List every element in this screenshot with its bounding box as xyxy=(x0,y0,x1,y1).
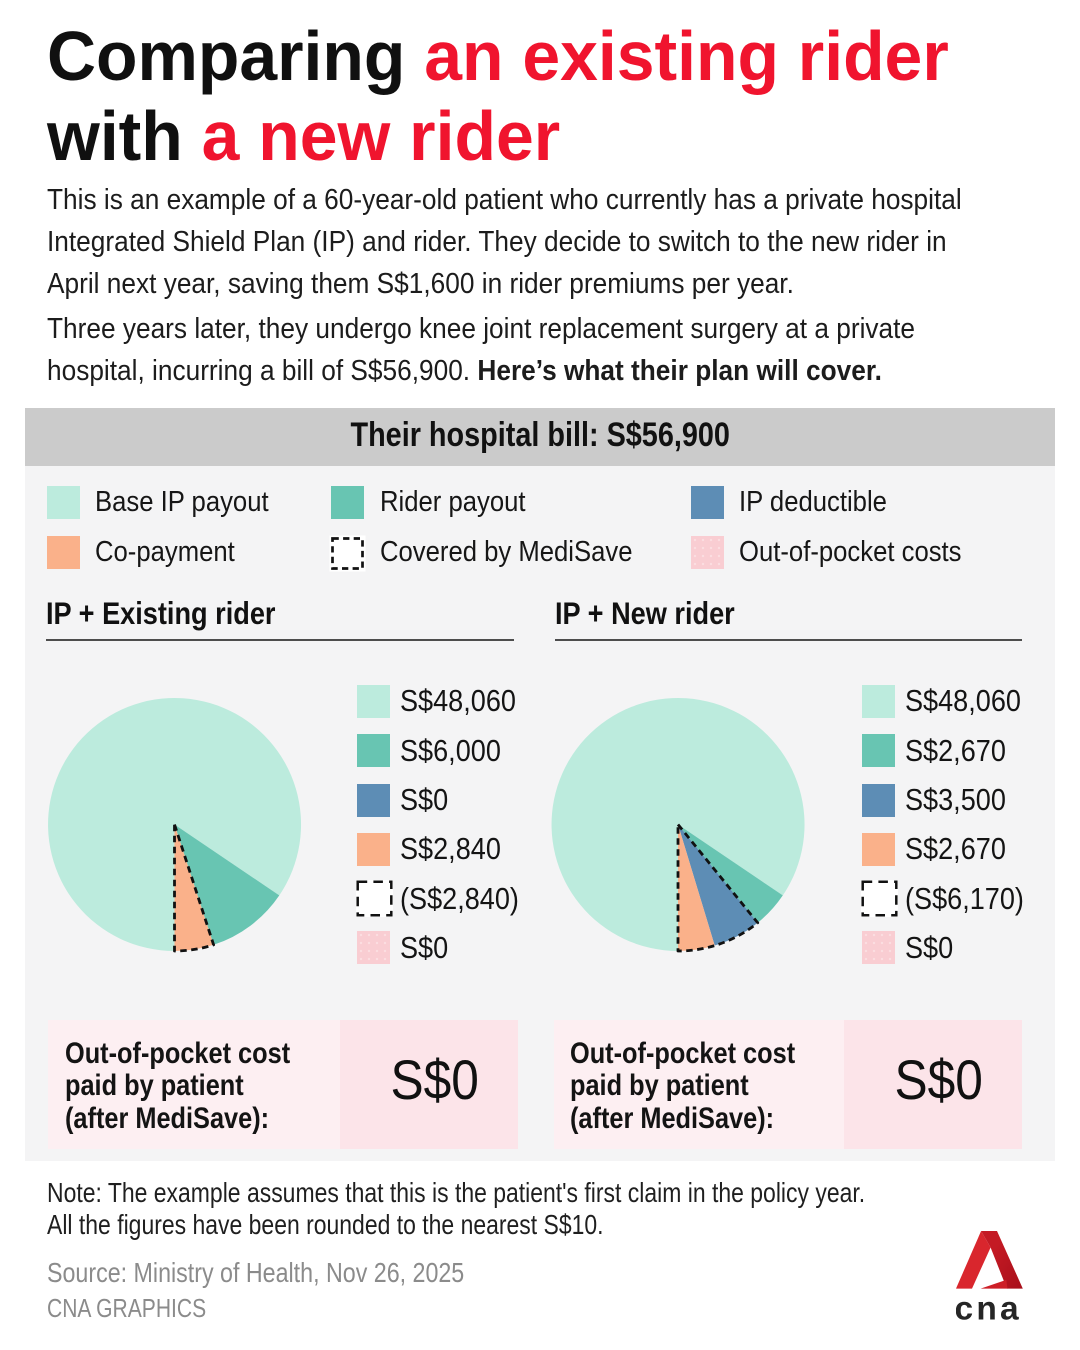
svg-text:cna: cna xyxy=(956,1291,1022,1324)
